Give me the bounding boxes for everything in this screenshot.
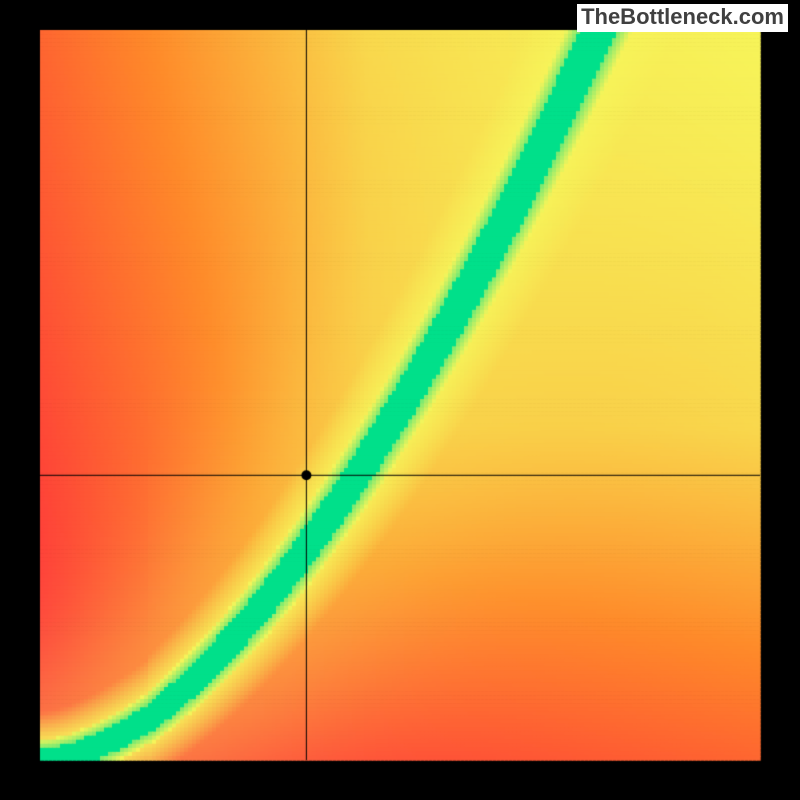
- chart-container: TheBottleneck.com: [0, 0, 800, 800]
- heatmap-canvas: [0, 0, 800, 800]
- watermark-text: TheBottleneck.com: [577, 4, 788, 32]
